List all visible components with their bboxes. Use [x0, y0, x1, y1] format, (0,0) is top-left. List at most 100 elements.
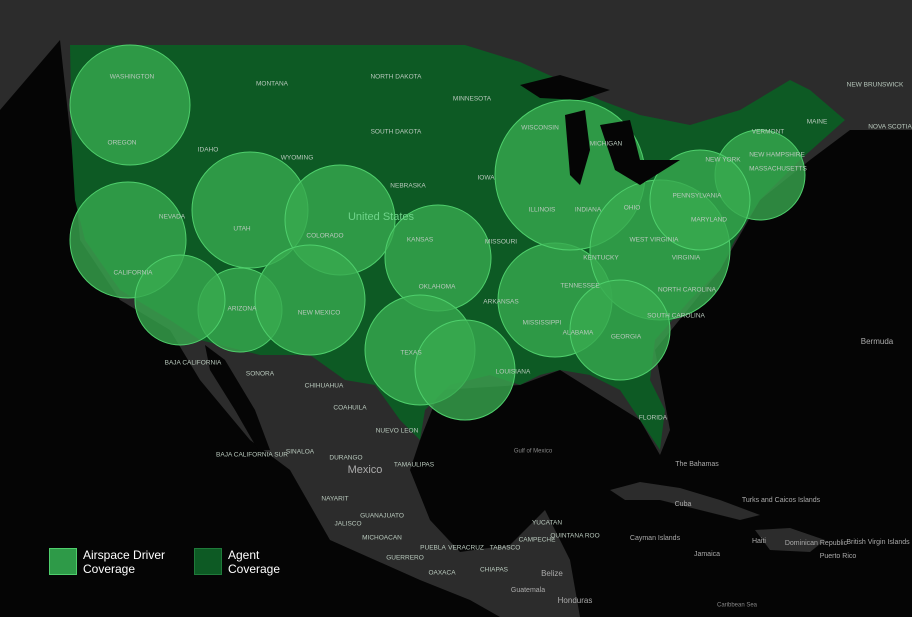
- map-label: TAMAULIPAS: [394, 462, 435, 469]
- hispaniola: [755, 528, 825, 552]
- map-label: SOUTH CAROLINA: [647, 313, 705, 320]
- map-label: INDIANA: [575, 207, 602, 214]
- map-label: OREGON: [108, 140, 137, 147]
- coverage-circle: [254, 244, 366, 356]
- map-label: ILLINOIS: [529, 207, 556, 214]
- map-label: Haiti: [752, 538, 766, 545]
- legend-label: Airspace Driver Coverage: [83, 548, 166, 576]
- map-label: MARYLAND: [691, 217, 727, 224]
- map-label: IOWA: [477, 175, 495, 182]
- map-label: PUEBLA: [420, 545, 446, 552]
- map-label: COLORADO: [306, 233, 343, 240]
- coverage-circle: [69, 44, 191, 166]
- map-label: BAJA CALIFORNIA: [165, 360, 222, 367]
- map-label: ARKANSAS: [483, 299, 519, 306]
- map-label: UTAH: [233, 226, 251, 233]
- map-label: JALISCO: [334, 521, 361, 528]
- map-label: KANSAS: [407, 237, 434, 244]
- map-label: NEW BRUNSWICK: [847, 82, 904, 89]
- cuba: [610, 482, 760, 520]
- map-label: Jamaica: [694, 551, 720, 558]
- lake-michigan: [565, 110, 590, 185]
- map-label: NORTH DAKOTA: [370, 74, 422, 81]
- map-label: MISSOURI: [485, 239, 517, 246]
- map-label: SONORA: [246, 371, 275, 378]
- map-label: CAMPECHE: [519, 537, 557, 544]
- map-label: NORTH CAROLINA: [658, 287, 717, 294]
- map-label: WASHINGTON: [110, 74, 155, 81]
- map-label: Turks and Caicos Islands: [742, 497, 821, 504]
- map-label: MONTANA: [256, 81, 289, 88]
- map-label: COAHUILA: [333, 405, 367, 412]
- map-label: MICHIGAN: [590, 141, 623, 148]
- map-label: NAYARIT: [321, 496, 348, 503]
- map-label: OHIO: [624, 205, 641, 212]
- map-label: MICHOACAN: [362, 535, 402, 542]
- legend-swatch: [49, 548, 77, 575]
- map-label: NEW YORK: [705, 157, 741, 164]
- map-label: NEBRASKA: [390, 183, 426, 190]
- gulf-of-california: [205, 345, 270, 450]
- map-label: DURANGO: [329, 455, 362, 462]
- map-label: QUINTANA ROO: [550, 533, 599, 540]
- map-label: NEVADA: [159, 214, 186, 221]
- map-label: Bermuda: [861, 337, 894, 346]
- map-label: Dominican Republic: [785, 540, 848, 547]
- pacific-ocean: [0, 40, 500, 617]
- map-label: Belize: [541, 569, 563, 578]
- map-label: SOUTH DAKOTA: [371, 129, 422, 136]
- legend-swatch: [194, 548, 222, 575]
- map-label: BAJA CALIFORNIA SUR: [216, 452, 288, 459]
- map-label: LOUISIANA: [496, 369, 531, 376]
- map-label: WYOMING: [281, 155, 314, 162]
- map-label: PENNSYLVANIA: [673, 193, 723, 200]
- map-label: FLORIDA: [639, 415, 668, 422]
- map-label: Puerto Rico: [820, 553, 857, 560]
- legend-item: Airspace Driver Coverage: [49, 548, 173, 576]
- map-label: CHIHUAHUA: [305, 383, 344, 390]
- coverage-circle: [414, 319, 516, 421]
- map-label: GEORGIA: [611, 334, 642, 341]
- legend-label: Agent Coverage: [228, 548, 281, 576]
- map-label: NOVA SCOTIA: [868, 124, 912, 131]
- map-label: CHIAPAS: [480, 567, 509, 574]
- gulf-atlantic: [410, 130, 912, 617]
- map-label: The Bahamas: [675, 461, 719, 468]
- map-label: VIRGINIA: [672, 255, 701, 262]
- map-label: TEXAS: [400, 350, 422, 357]
- lake-huron-erie: [600, 120, 680, 185]
- map-label: YUCATAN: [532, 520, 562, 527]
- map-label: MASSACHUSETTS: [749, 166, 807, 173]
- map-label: Guatemala: [511, 587, 545, 594]
- map-label: NEW HAMPSHIRE: [749, 152, 805, 159]
- map-label: ARIZONA: [228, 306, 258, 313]
- map-label: TABASCO: [490, 545, 521, 552]
- map-label: MISSISSIPPI: [523, 320, 562, 327]
- map-label: Honduras: [558, 596, 593, 605]
- map-label: IDAHO: [198, 147, 219, 154]
- map-label: OAXACA: [428, 570, 456, 577]
- coverage-circle: [569, 279, 671, 381]
- map-label: NUEVO LEON: [376, 428, 419, 435]
- map-label: SINALOA: [286, 449, 315, 456]
- map-label: VERACRUZ: [448, 545, 484, 552]
- map-label: Cayman Islands: [630, 535, 681, 542]
- coverage-circle: [134, 254, 226, 346]
- map-label: KENTUCKY: [583, 255, 619, 262]
- map-label: NEW MEXICO: [298, 310, 341, 317]
- map-label: MINNESOTA: [453, 96, 492, 103]
- map-label: WISCONSIN: [521, 125, 559, 132]
- lake-superior: [520, 75, 610, 100]
- map-label: Caribbean Sea: [717, 603, 758, 609]
- labels: WASHINGTON OREGON MONTANA IDAHO WYOMING NORTH…: [108, 74, 912, 609]
- map-label: British Virgin Islands: [846, 539, 910, 546]
- map-label: OKLAHOMA: [419, 284, 457, 291]
- map-label: ALABAMA: [563, 330, 594, 337]
- map-label: Cuba: [675, 501, 692, 508]
- map-label: CALIFORNIA: [113, 270, 153, 277]
- map-label: United States: [348, 211, 415, 223]
- map-label: TENNESSEE: [560, 283, 600, 290]
- map-label: WEST VIRGINIA: [630, 237, 680, 244]
